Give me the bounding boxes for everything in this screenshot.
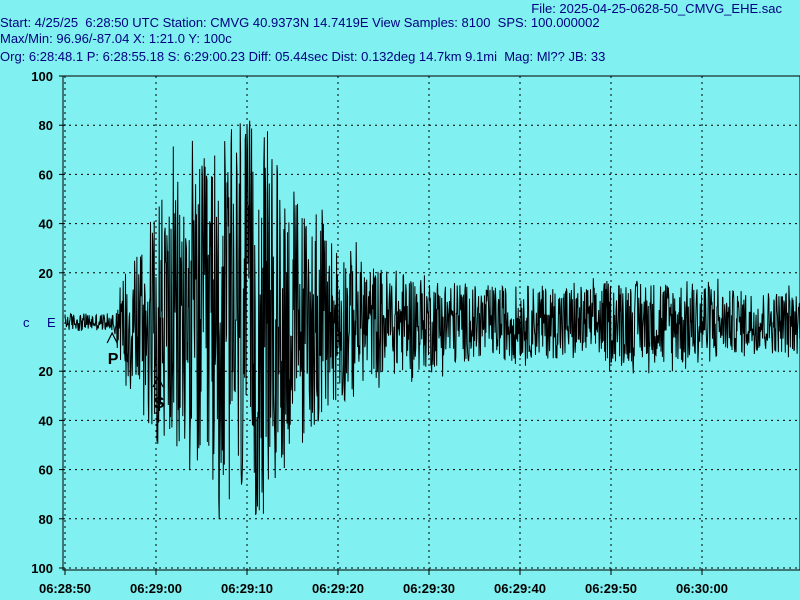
- x-tick-label: 06:29:30: [403, 581, 455, 596]
- y-tick-label: 100: [31, 69, 53, 84]
- channel-label-e: E: [47, 315, 56, 330]
- y-tick-label: 40: [39, 413, 53, 428]
- x-tick-label: 06:28:50: [39, 581, 91, 596]
- origin-arrival-info: Org: 6:28:48.1 P: 6:28:55.18 S: 6:29:00.…: [0, 49, 606, 64]
- x-tick-label: 06:29:50: [585, 581, 637, 596]
- phase-label-p: P: [108, 351, 119, 368]
- y-tick-label: 60: [39, 463, 53, 478]
- y-tick-label: 20: [39, 364, 53, 379]
- channel-label-c: c: [23, 315, 30, 330]
- y-tick-label: 40: [39, 217, 53, 232]
- x-tick-label: 06:29:10: [221, 581, 273, 596]
- x-tick-label: 06:29:40: [494, 581, 546, 596]
- x-tick-label: 06:29:00: [130, 581, 182, 596]
- x-axis-ticks: 06:28:50 06:29:00 06:29:10 06:29:20 06:29:30…: [39, 570, 728, 596]
- file-name-label: File: 2025-04-25-0628-50_CMVG_EHE.sac: [531, 1, 782, 16]
- seismic-trace: [64, 120, 800, 520]
- phase-label-s: S: [154, 395, 165, 412]
- y-tick-label: 80: [39, 512, 53, 527]
- y-tick-label: 60: [39, 167, 53, 182]
- x-tick-label: 06:29:20: [312, 581, 364, 596]
- phase-arrow-p: [106, 331, 118, 344]
- y-axis-ticks: 100 80 60 40 20 20 40 60 80 100: [31, 69, 63, 576]
- x-tick-label: 06:30:00: [676, 581, 728, 596]
- phase-markers: PS: [106, 331, 165, 412]
- y-tick-label: 80: [39, 118, 53, 133]
- y-tick-label: 20: [39, 266, 53, 281]
- phase-arrow-s: [152, 375, 164, 388]
- y-tick-label: 100: [31, 561, 53, 576]
- start-station-info: Start: 4/25/25 6:28:50 UTC Station: CMVG…: [0, 15, 600, 30]
- max-min-info: Max/Min: 96.96/-87.04 X: 1:21.0 Y: 100c: [0, 31, 232, 46]
- plot-frame: [62, 75, 800, 571]
